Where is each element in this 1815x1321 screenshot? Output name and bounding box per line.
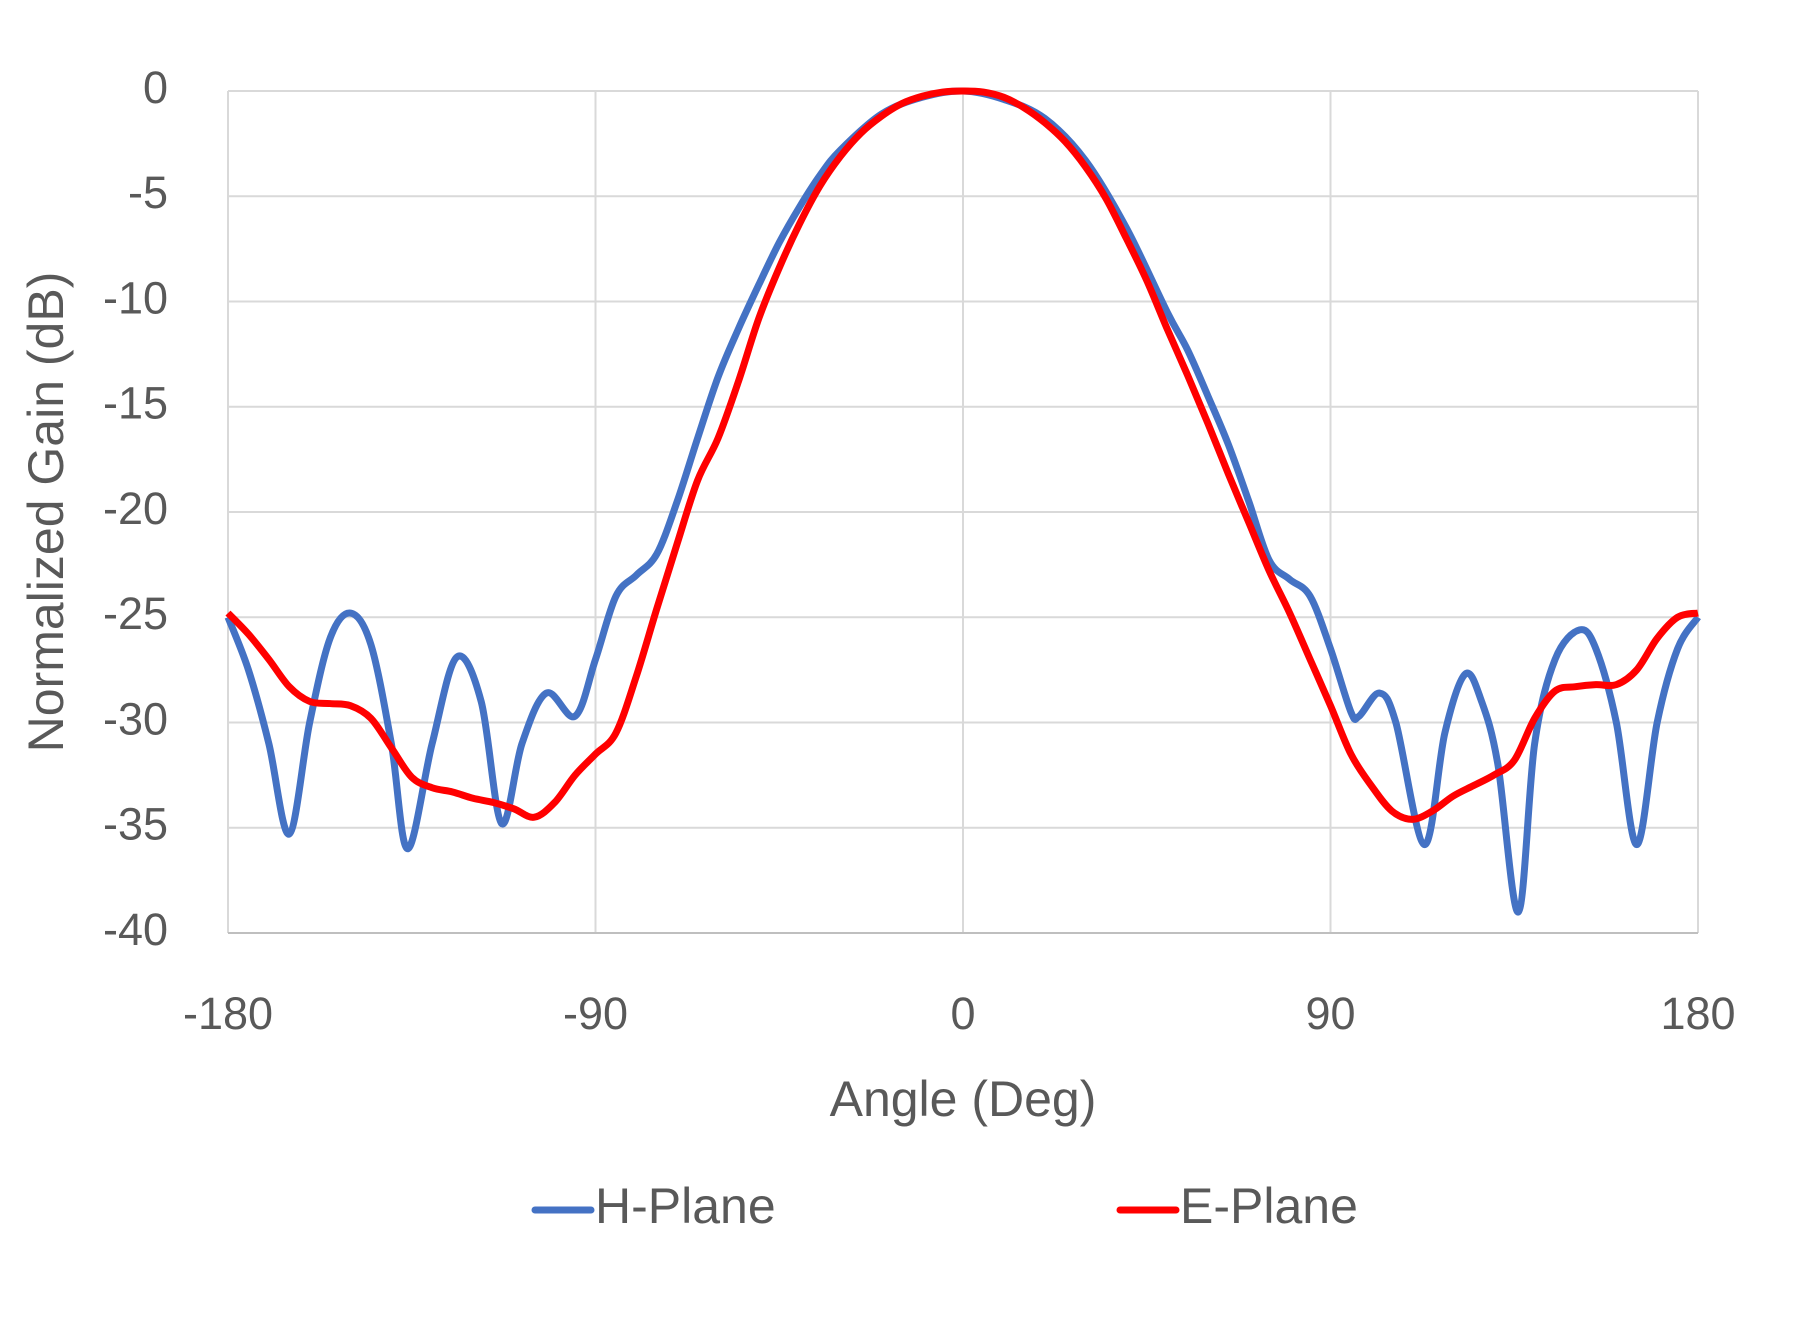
x-tick-label: -180 bbox=[183, 988, 273, 1039]
y-tick-label: -25 bbox=[103, 588, 168, 639]
x-tick-label: 90 bbox=[1305, 988, 1355, 1039]
y-tick-label: -40 bbox=[103, 904, 168, 955]
x-tick-label: 0 bbox=[950, 988, 975, 1039]
y-tick-label: -30 bbox=[103, 693, 168, 744]
x-tick-label: 180 bbox=[1660, 988, 1735, 1039]
series-line bbox=[225, 87, 1699, 823]
y-tick-label: -35 bbox=[103, 799, 168, 850]
y-tick-label: 0 bbox=[143, 62, 168, 113]
y-axis-title: Normalized Gain (dB) bbox=[18, 272, 74, 753]
y-tick-label: -10 bbox=[103, 272, 168, 323]
y-tick-label: -15 bbox=[103, 378, 168, 429]
legend-label: H-Plane bbox=[595, 1178, 776, 1234]
x-axis-title: Angle (Deg) bbox=[830, 1071, 1097, 1127]
y-tick-label: -5 bbox=[128, 167, 168, 218]
legend-label: E-Plane bbox=[1180, 1178, 1358, 1234]
y-tick-label: -20 bbox=[103, 483, 168, 534]
x-tick-label: -90 bbox=[563, 988, 628, 1039]
